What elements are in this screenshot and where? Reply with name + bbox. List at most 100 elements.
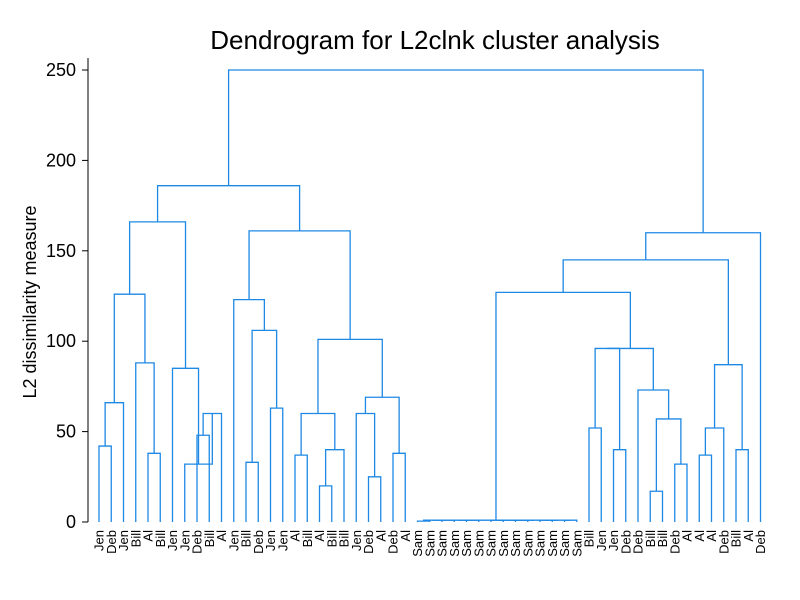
leaf-label: Sam <box>410 530 425 557</box>
dendrogram-links <box>98 69 762 522</box>
y-tick-label: 50 <box>56 422 76 442</box>
leaf-label: Bill <box>153 530 168 547</box>
dendrogram-link <box>655 418 682 492</box>
leaf-label: Bill <box>239 530 254 547</box>
leaf-label: Deb <box>618 530 633 554</box>
leaf-label: Jen <box>92 530 107 551</box>
dendrogram-link <box>612 449 627 522</box>
dendrogram-link <box>698 454 713 522</box>
y-axis-label: L2 dissimilarity measure <box>20 205 40 398</box>
dendrogram-link <box>637 389 670 522</box>
dendrogram-link <box>355 412 376 522</box>
leaf-label: Deb <box>104 530 119 554</box>
leaf-label: Deb <box>251 530 266 554</box>
leaf-label: Al <box>214 530 229 542</box>
leaf-label: Al <box>741 530 756 542</box>
leaf-label: Bill <box>202 530 217 547</box>
chart-title: Dendrogram for L2clnk cluster analysis <box>210 25 659 55</box>
y-tick-label: 200 <box>46 150 76 170</box>
leaf-label: Jen <box>226 530 241 551</box>
leaf-label: Al <box>704 530 719 542</box>
leaf-label: Bill <box>655 530 670 547</box>
y-tick-label: 150 <box>46 241 76 261</box>
leaf-label: Bill <box>729 530 744 547</box>
dendrogram-link <box>674 463 688 522</box>
dendrogram-link <box>367 476 382 522</box>
leaf-label: Jen <box>606 530 621 551</box>
dendrogram-link <box>251 329 278 463</box>
leaf-label: Sam <box>459 530 474 557</box>
leaf-label: Sam <box>471 530 486 557</box>
dendrogram-link <box>392 452 406 522</box>
leaf-label: Sam <box>422 530 437 557</box>
dendrogram-link <box>245 461 259 522</box>
dendrogram-link <box>364 396 400 454</box>
dendrogram-link <box>645 232 762 522</box>
leaf-label: Deb <box>716 530 731 554</box>
leaf-label: Sam <box>557 530 572 557</box>
leaf-label: Jen <box>594 530 609 551</box>
leaf-label: Deb <box>753 530 768 554</box>
dendrogram-link <box>113 293 146 403</box>
leaf-label: Deb <box>190 530 205 554</box>
dendrogram-link <box>607 347 654 391</box>
dendrogram-link <box>300 412 336 456</box>
y-tick-label: 0 <box>66 512 76 532</box>
dendrogram-link <box>416 520 431 522</box>
leaf-label: Sam <box>533 530 548 557</box>
leaf-labels: JenDebJenBillAlBillJenJenDebBillAlJenBil… <box>92 530 769 557</box>
leaf-label: Sam <box>569 530 584 557</box>
dendrogram-link <box>233 298 266 522</box>
leaf-label: Bill <box>324 530 339 547</box>
leaf-label: Sam <box>435 530 450 557</box>
leaf-label: Jen <box>263 530 278 551</box>
dendrogram-link <box>713 364 743 450</box>
dendrogram-link <box>594 347 621 450</box>
dendrogram-link <box>135 362 155 522</box>
dendrogram-link <box>735 449 749 522</box>
leaf-label: Al <box>373 530 388 542</box>
y-ticks: 0 50 100 150 200 250 <box>46 60 88 532</box>
leaf-label: Bill <box>300 530 315 547</box>
leaf-label: Bill <box>128 530 143 547</box>
leaf-label: Al <box>692 530 707 542</box>
leaf-label: Bill <box>582 530 597 547</box>
leaf-label: Sam <box>508 530 523 557</box>
dendrogram-link <box>171 367 200 522</box>
leaf-label: Deb <box>386 530 401 554</box>
leaf-label: Al <box>680 530 695 542</box>
leaf-label: Sam <box>484 530 499 557</box>
dendrogram-link <box>128 221 187 369</box>
dendrogram-link <box>227 69 704 233</box>
leaf-label: Sam <box>447 530 462 557</box>
dendrogram-link <box>649 490 664 522</box>
dendrogram-link <box>588 427 602 522</box>
dendrogram-link <box>156 185 301 231</box>
leaf-label: Sam <box>545 530 560 557</box>
dendrogram-link <box>269 407 284 522</box>
leaf-label: Bill <box>643 530 658 547</box>
leaf-label: Bill <box>337 530 352 547</box>
leaf-label: Al <box>288 530 303 542</box>
dendrogram-link <box>294 454 308 522</box>
leaf-label: Deb <box>631 530 646 554</box>
leaf-label: Jen <box>116 530 131 551</box>
dendrogram-link <box>98 445 112 522</box>
dendrogram-link <box>147 452 161 522</box>
leaf-label: Jen <box>177 530 192 551</box>
leaf-label: Al <box>398 530 413 542</box>
leaf-label: Sam <box>520 530 535 557</box>
leaf-label: Al <box>312 530 327 542</box>
dendrogram-link <box>317 338 383 414</box>
dendrogram-link <box>495 291 631 521</box>
leaf-label: Jen <box>275 530 290 551</box>
leaf-label: Deb <box>667 530 682 554</box>
y-tick-label: 250 <box>46 60 76 80</box>
leaf-label: Jen <box>165 530 180 551</box>
dendrogram-link <box>104 402 125 522</box>
dendrogram-link <box>704 427 725 522</box>
leaf-label: Jen <box>349 530 364 551</box>
leaf-label: Al <box>141 530 156 542</box>
y-tick-label: 100 <box>46 331 76 351</box>
